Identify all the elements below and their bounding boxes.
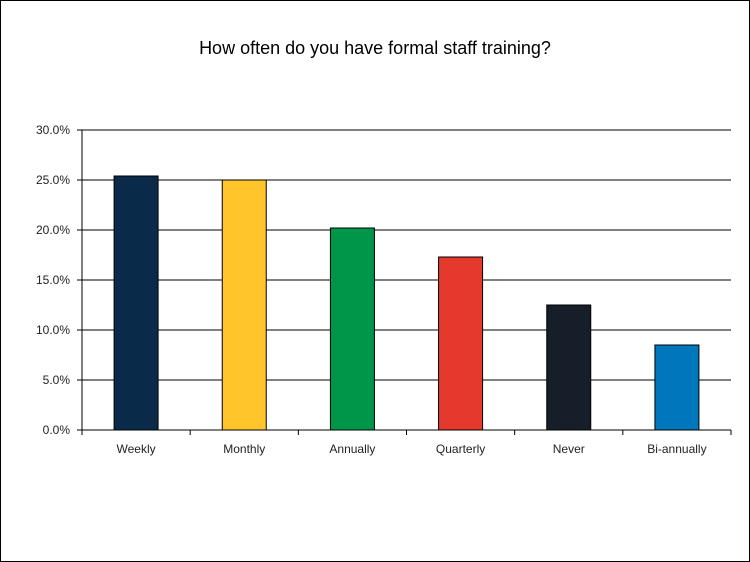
bar-annually (329, 227, 375, 431)
y-tick-labels: 0.0% 5.0% 10.0% 15.0% 20.0% 25.0% 30.0% (36, 123, 70, 437)
y-tick-label: 30.0% (36, 123, 70, 137)
x-tick-label: Annually (329, 442, 375, 456)
x-tick-label: Bi-annually (647, 442, 706, 456)
x-tick-labels: Weekly Monthly Annually Quarterly Never Bi-an… (117, 442, 707, 456)
chart-title: How often do you have formal staff train… (199, 38, 551, 58)
y-tick-label: 5.0% (43, 373, 71, 387)
bar-bi-annually (654, 344, 700, 431)
x-tick-label: Monthly (223, 442, 265, 456)
gridlines (77, 129, 731, 431)
y-tick-label: 15.0% (36, 273, 70, 287)
bar-monthly (221, 179, 267, 431)
y-tick-label: 0.0% (43, 423, 71, 437)
bar-quarterly (438, 256, 484, 431)
y-tick-label: 25.0% (36, 173, 70, 187)
y-tick-label: 20.0% (36, 223, 70, 237)
bars (113, 175, 700, 431)
x-tick-label: Weekly (117, 442, 156, 456)
bar-weekly (113, 175, 159, 431)
x-tick-label: Quarterly (436, 442, 485, 456)
bar-never (546, 304, 592, 431)
x-tick-label: Never (553, 442, 585, 456)
axes (81, 130, 732, 435)
y-tick-label: 10.0% (36, 323, 70, 337)
